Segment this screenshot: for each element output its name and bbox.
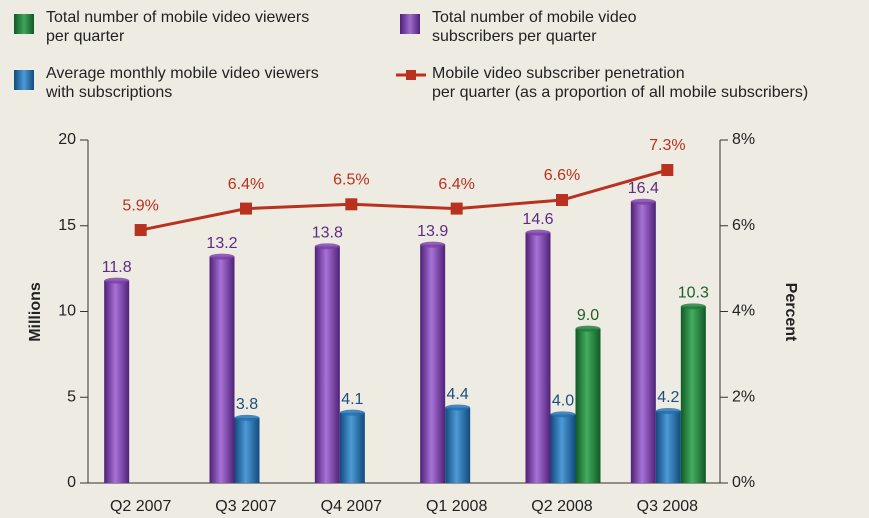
bar [525, 232, 551, 483]
x-tick-label: Q2 2007 [110, 498, 171, 515]
data-label: 14.6 [522, 211, 553, 228]
data-label: 9.0 [577, 307, 599, 324]
data-label: 10.3 [678, 285, 709, 302]
y2-tick-label: 2% [732, 388, 755, 405]
line-marker [661, 164, 674, 177]
bar-cap [655, 407, 681, 414]
y2-tick-label: 4% [732, 303, 755, 320]
line-marker [345, 198, 358, 211]
line-marker [450, 202, 463, 215]
x-tick-label: Q2 2008 [531, 498, 592, 515]
bar-cap [680, 303, 706, 310]
bar [339, 412, 365, 483]
bar-cap [339, 409, 365, 416]
legend-swatch [14, 70, 34, 90]
bar [314, 246, 340, 483]
data-label: 7.3% [649, 137, 685, 154]
data-label: 6.4% [228, 176, 264, 193]
y-tick-label: 5 [67, 388, 76, 405]
bar [209, 256, 235, 483]
legend-label: Average monthly mobile video viewers wit… [46, 65, 319, 101]
x-tick-label: Q4 2007 [321, 498, 382, 515]
bar-cap [314, 243, 340, 250]
line [140, 168, 668, 232]
legend-label: Total number of mobile video subscribers… [432, 9, 637, 45]
bar [550, 414, 576, 483]
data-label: 3.8 [236, 396, 258, 413]
data-label: 16.4 [628, 180, 659, 197]
line-marker [134, 224, 147, 237]
y-tick-label: 10 [58, 303, 76, 320]
line-marker [240, 202, 252, 215]
bar [655, 410, 681, 483]
legend-label: Total number of mobile video viewers per… [46, 9, 310, 45]
bar [630, 201, 656, 484]
x-tick-label: Q3 2007 [215, 498, 276, 515]
bar-cap [550, 411, 576, 418]
data-label: 4.2 [657, 389, 679, 406]
legend-swatch [14, 14, 34, 34]
data-label: 13.2 [206, 235, 237, 252]
data-label: 13.8 [312, 225, 343, 242]
y2-tick-label: 8% [732, 131, 755, 148]
y2-axis-label: Percent [782, 283, 799, 342]
bar-cap [104, 277, 130, 284]
data-label: 4.4 [447, 386, 469, 403]
bar-cap [525, 229, 551, 236]
x-tick-label: Q1 2008 [426, 498, 487, 515]
bar [234, 417, 260, 483]
y-axis-label: Millions [27, 282, 44, 342]
y2-tick-label: 0% [732, 474, 755, 491]
data-label: 6.4% [438, 176, 474, 193]
data-label: 5.9% [122, 197, 158, 214]
bar-cap [209, 253, 235, 260]
data-label: 11.8 [102, 259, 132, 276]
data-label: 4.0 [552, 393, 574, 410]
legend-swatch [396, 70, 426, 80]
data-label: 4.1 [341, 391, 363, 408]
bar-cap [234, 414, 260, 421]
data-label: 6.6% [544, 167, 580, 184]
bar-cap [630, 198, 656, 205]
bar-cap [445, 404, 471, 411]
legend-swatch [400, 14, 420, 34]
bar [420, 244, 446, 483]
line-marker [556, 194, 568, 207]
y-tick-label: 20 [58, 131, 76, 148]
data-label: 13.9 [417, 223, 448, 240]
y2-tick-label: 6% [732, 217, 755, 234]
bar [445, 407, 471, 483]
bar-cap [575, 325, 601, 332]
y-tick-label: 15 [58, 217, 76, 234]
legend-label: Mobile video subscriber penetration per … [432, 65, 809, 101]
y-tick-label: 0 [67, 474, 76, 491]
x-tick-label: Q3 2008 [637, 498, 698, 515]
bar [104, 280, 130, 483]
bar [575, 328, 601, 483]
bar [680, 306, 706, 483]
data-label: 6.5% [333, 172, 369, 189]
bar-cap [420, 241, 446, 248]
